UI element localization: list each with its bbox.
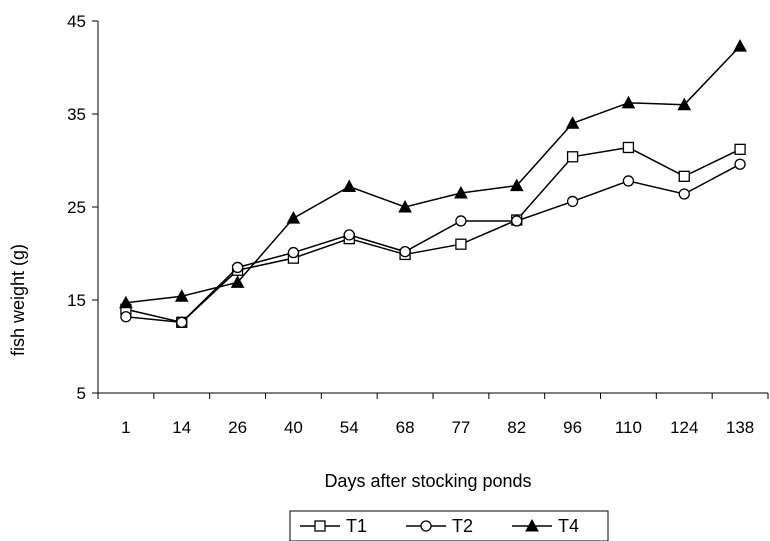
data-point-t1	[455, 238, 467, 250]
series-t2	[120, 158, 746, 328]
y-axis-title: fish weight (g)	[8, 244, 28, 356]
data-point-t2	[176, 316, 188, 328]
data-point-t2	[622, 175, 635, 187]
x-tick-label: 110	[615, 418, 642, 437]
data-point-t1	[734, 143, 746, 155]
data-point-t4	[677, 97, 692, 111]
x-axis: 1 14 26 40 54 68 77 82 96 110 124 138	[97, 392, 769, 437]
data-point-t2	[511, 215, 523, 227]
x-tick-label: 82	[507, 418, 526, 437]
legend-label: T1	[346, 516, 367, 536]
data-point-t4	[733, 39, 747, 52]
series-t1	[120, 141, 746, 328]
data-point-t4	[398, 199, 412, 213]
legend-marker	[314, 520, 326, 532]
data-point-t2	[343, 229, 355, 241]
legend-box	[289, 510, 609, 541]
x-tick-label: 96	[563, 418, 582, 437]
data-point-t4	[174, 289, 189, 302]
legend-item-t4: T4	[512, 516, 579, 536]
data-point-t2	[399, 245, 411, 258]
x-axis-title: Days after stocking ponds	[324, 471, 531, 491]
data-point-t4	[286, 211, 301, 224]
series-line-t4	[125, 45, 741, 304]
x-tick-label: 26	[228, 418, 247, 437]
x-tick-label: 14	[172, 418, 191, 437]
data-point-t4	[621, 95, 636, 109]
legend: T1 T2 T4	[289, 510, 609, 541]
data-point-t1	[678, 170, 690, 182]
data-point-t2	[120, 311, 132, 323]
x-tick-label: 124	[670, 418, 698, 437]
data-point-t2	[455, 215, 467, 227]
x-tick-label: 1	[121, 418, 130, 437]
x-tick-label: 138	[726, 418, 754, 437]
legend-item-t2: T2	[406, 516, 473, 536]
legend-marker	[525, 518, 539, 532]
data-point-t1	[566, 151, 579, 163]
x-tick-label: 77	[451, 418, 470, 437]
data-point-t4	[509, 178, 524, 192]
data-point-t2	[566, 195, 579, 208]
data-point-t4	[565, 116, 580, 129]
legend-marker	[420, 520, 432, 532]
series-layer	[119, 39, 747, 328]
y-tick-label: 35	[67, 105, 86, 124]
data-point-t4	[119, 295, 133, 309]
y-tick-label: 45	[67, 12, 86, 31]
data-point-t4	[342, 179, 357, 193]
legend-label: T2	[452, 516, 473, 536]
y-tick-label: 25	[67, 198, 86, 217]
y-tick-label: 15	[67, 291, 86, 310]
series-line-t2	[125, 163, 741, 324]
y-axis: 5 15 25 35 45	[67, 12, 99, 403]
data-point-t4	[454, 186, 468, 199]
series-line-t1	[125, 146, 741, 324]
data-point-t2	[231, 261, 244, 274]
data-point-t2	[734, 158, 746, 170]
data-point-t2	[287, 246, 300, 259]
legend-label: T4	[558, 516, 579, 536]
x-tick-label: 68	[396, 418, 415, 437]
x-tick-label: 54	[340, 418, 359, 437]
series-t4	[119, 39, 747, 309]
data-point-t1	[622, 141, 635, 154]
data-point-t2	[678, 188, 690, 200]
data-point-t4	[230, 275, 245, 288]
x-tick-label: 40	[284, 418, 303, 437]
legend-item-t1: T1	[300, 516, 367, 536]
y-tick-label: 5	[77, 384, 86, 403]
